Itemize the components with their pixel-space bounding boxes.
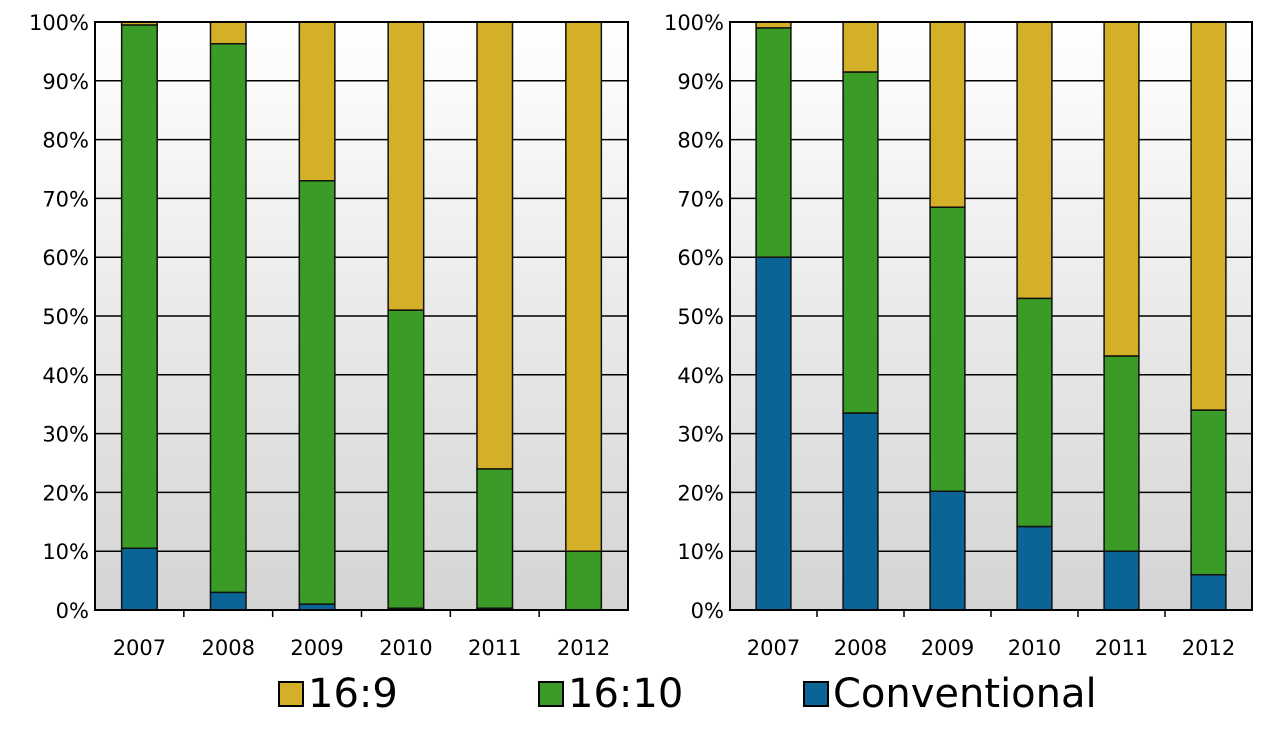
bar-16-10-2009 <box>929 206 966 492</box>
legend-item-conventional: Conventional <box>803 674 1097 714</box>
legend-swatch-16-9 <box>278 681 304 707</box>
y-tick-label: 50% <box>42 305 89 329</box>
bar-conventional-2007 <box>755 256 792 611</box>
bar-16-10-2011 <box>1103 355 1140 552</box>
x-tick-label: 2009 <box>921 636 974 660</box>
legend-swatch-conventional <box>803 681 829 707</box>
y-tick-label: 50% <box>677 305 724 329</box>
x-tick-label: 2011 <box>468 636 521 660</box>
y-tick-label: 10% <box>677 540 724 564</box>
bar-16-9-2008 <box>209 21 247 45</box>
y-tick-label: 0% <box>691 599 724 623</box>
bar-conventional-2011 <box>1103 550 1140 611</box>
legend-label-conventional: Conventional <box>833 671 1097 717</box>
chart-1: 0% 10% 20% 30% 40% 50% 60% 70% 80% 90% 100% 2007 200… <box>29 11 629 660</box>
bar-16-9-2012 <box>1190 21 1227 411</box>
legend-label-16-10: 16:10 <box>568 671 684 717</box>
bar-conventional-2009 <box>929 490 966 611</box>
y-tick-label: 30% <box>677 423 724 447</box>
bar-conventional-2007 <box>120 547 158 611</box>
bar-16-10-2007 <box>120 24 158 550</box>
bar-16-10-2012 <box>1190 409 1227 576</box>
y-tick-label: 20% <box>42 481 89 505</box>
bar-16-10-2009 <box>298 180 336 605</box>
x-tick-label: 2007 <box>747 636 800 660</box>
plot-frame <box>94 21 629 611</box>
bar-16-9-2009 <box>298 21 336 182</box>
bar-16-9-2011 <box>1103 21 1140 357</box>
bar-conventional-2010 <box>1016 525 1053 611</box>
y-tick-label: 90% <box>42 70 89 94</box>
x-tick-label: 2011 <box>1095 636 1148 660</box>
y-tick-label: 60% <box>677 246 724 270</box>
bar-16-10-2011 <box>476 468 514 609</box>
bar-16-9-2010 <box>387 21 425 311</box>
y-tick-label: 70% <box>42 187 89 211</box>
y-tick-label: 80% <box>677 129 724 153</box>
x-tick-label: 2008 <box>202 636 255 660</box>
bar-16-9-2009 <box>929 21 966 208</box>
x-tick-label: 2010 <box>379 636 432 660</box>
y-tick-label: 0% <box>56 599 89 623</box>
y-tick-label: 30% <box>42 423 89 447</box>
y-tick-label: 90% <box>677 70 724 94</box>
bar-conventional-2008 <box>842 412 879 611</box>
x-tick-label: 2010 <box>1008 636 1061 660</box>
y-tick-label: 20% <box>677 481 724 505</box>
y-tick-label: 70% <box>677 187 724 211</box>
legend-swatch-16-10 <box>538 681 564 707</box>
charts-canvas: 0% 10% 20% 30% 40% 50% 60% 70% 80% 90% 100% 2007 200… <box>29 11 1253 660</box>
y-tick-label: 100% <box>29 11 89 35</box>
y-tick-label: 40% <box>677 364 724 388</box>
bar-16-9-2008 <box>842 21 879 73</box>
x-tick-label: 2008 <box>834 636 887 660</box>
bar-conventional-2008 <box>209 591 247 611</box>
bar-conventional-2012 <box>1190 573 1227 611</box>
bar-16-10-2012 <box>565 550 603 611</box>
bar-16-10-2010 <box>387 309 425 609</box>
x-tick-label: 2009 <box>290 636 343 660</box>
legend-item-16-10: 16:10 <box>538 674 683 714</box>
legend-label-16-9: 16:9 <box>308 671 398 717</box>
legend: 16:9 16:10 Conventional <box>0 674 1280 726</box>
bar-16-9-2010 <box>1016 21 1053 300</box>
chart-2: 0% 10% 20% 30% 40% 50% 60% 70% 80% 90% 100% 2007 200… <box>664 11 1253 660</box>
bar-16-10-2010 <box>1016 297 1053 528</box>
bar-16-10-2007 <box>755 27 792 258</box>
bar-16-9-2011 <box>476 21 514 470</box>
y-tick-label: 10% <box>42 540 89 564</box>
y-tick-label: 40% <box>42 364 89 388</box>
y-tick-label: 60% <box>42 246 89 270</box>
x-tick-label: 2012 <box>1182 636 1235 660</box>
plot-frame <box>729 21 1253 611</box>
y-tick-label: 80% <box>42 129 89 153</box>
bar-16-9-2012 <box>565 21 603 552</box>
x-tick-label: 2012 <box>557 636 610 660</box>
bar-16-10-2008 <box>209 43 247 594</box>
bar-16-10-2008 <box>842 71 879 414</box>
y-tick-label: 100% <box>664 11 724 35</box>
legend-item-16-9: 16:9 <box>278 674 398 714</box>
x-tick-label: 2007 <box>113 636 166 660</box>
